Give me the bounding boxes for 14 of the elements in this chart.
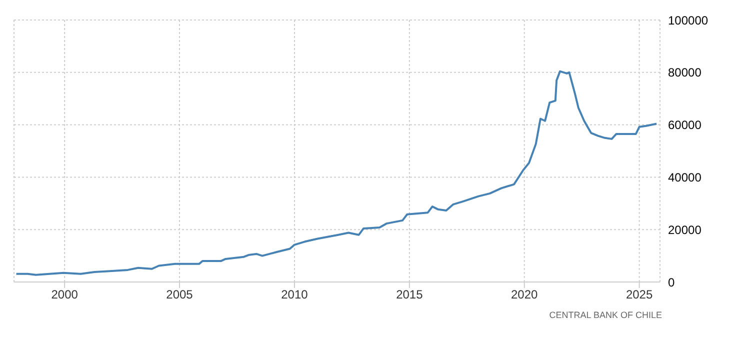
x-tick-label: 2015 bbox=[396, 288, 424, 302]
x-tick-label: 2010 bbox=[281, 288, 308, 302]
x-tick-label: 2020 bbox=[511, 288, 538, 302]
x-tick-label: 2000 bbox=[51, 288, 78, 302]
line-series bbox=[15, 70, 658, 276]
y-tick-label: 40000 bbox=[668, 170, 702, 184]
y-tick-label: 20000 bbox=[668, 222, 702, 237]
y-tick-label: 100000 bbox=[668, 13, 708, 28]
text: CENTRAL BANK OF CHILE bbox=[548, 310, 663, 320]
x-tick-label: 2025 bbox=[626, 288, 653, 302]
y-tick-label: 60000 bbox=[668, 118, 702, 132]
y-tick-label: 0 bbox=[668, 275, 675, 290]
x-tick-label: 2005 bbox=[166, 288, 194, 302]
y-tick-label: 80000 bbox=[668, 66, 702, 80]
